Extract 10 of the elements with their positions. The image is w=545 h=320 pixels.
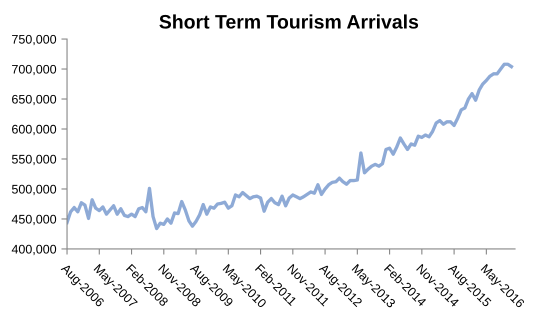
y-tick-label: 700,000: [12, 64, 56, 76]
y-tick-label: 750,000: [12, 34, 56, 46]
y-tick-label: 450,000: [12, 214, 56, 226]
y-tick-label: 400,000: [12, 244, 56, 256]
y-tick-label: 600,000: [12, 124, 56, 136]
y-tick-label: 550,000: [12, 154, 56, 166]
y-tick-label: 500,000: [12, 184, 56, 196]
chart-title: Short Term Tourism Arrivals: [159, 14, 418, 29]
line-series: [67, 62, 514, 230]
y-tick-label: 650,000: [12, 94, 56, 106]
